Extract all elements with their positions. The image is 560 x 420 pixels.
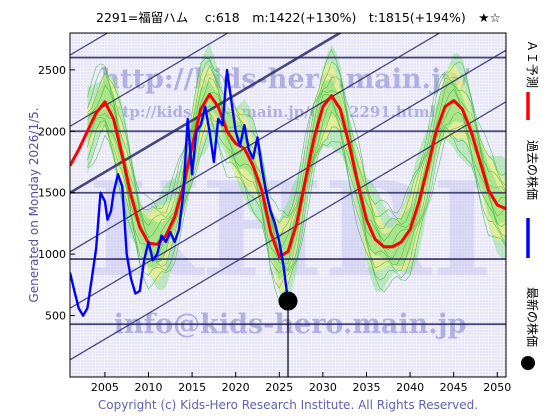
trend-line — [70, 33, 343, 194]
x-tick-label: 2030 — [309, 381, 337, 394]
legend-latest-label: 最新の株価 — [525, 287, 540, 347]
ai-forecast-line — [70, 92, 506, 259]
forecast-strand — [87, 64, 506, 240]
watermark-url-sub: http://kids-hero.main.jp/code2291.html — [105, 103, 436, 121]
x-axis: 2005 2010 2015 2020 2025 2030 2035 2040 2045 2050 — [91, 372, 511, 394]
x-tick-label: 2015 — [178, 381, 206, 394]
data-series — [70, 68, 506, 317]
forecast-strand — [87, 59, 506, 224]
y-tick-label: 2000 — [38, 125, 66, 138]
legend-ai-label: ＡＩ予測 — [525, 40, 539, 88]
generated-date-label: Generated on Monday 2026/1/5. — [27, 107, 41, 302]
watermark-url-main: http://kids-hero.main.jp/ — [100, 64, 469, 95]
trend-line — [70, 33, 441, 253]
x-tick-label: 2050 — [483, 381, 511, 394]
plot-frame — [69, 32, 507, 378]
x-tick-label: 2035 — [352, 381, 380, 394]
y-tick-label: 500 — [45, 310, 66, 323]
chart-title: 2291=福留ハム c:618 m:1422(+130%) t:1815(+19… — [96, 10, 501, 25]
latest-price-group — [278, 291, 298, 377]
forecast-bands — [87, 44, 506, 303]
forecast-strand — [87, 48, 506, 217]
x-tick-label: 2010 — [134, 381, 162, 394]
legend-latest-swatch — [521, 356, 535, 370]
copyright-footer: Copyright (c) Kids-Hero Research Institu… — [98, 398, 478, 412]
latest-price-marker — [278, 291, 298, 311]
trend-line — [70, 33, 230, 127]
horizontal-levels — [70, 56, 506, 326]
x-tick-label: 2040 — [396, 381, 424, 394]
legend-past-label: 過去の株価 — [525, 140, 540, 200]
forecast-strand — [87, 127, 506, 303]
forecast-strand — [87, 111, 506, 274]
y-tick-label: 1000 — [38, 248, 66, 261]
x-tick-label: 2005 — [91, 381, 119, 394]
y-tick-label: 2500 — [38, 64, 66, 77]
x-tick-label: 2025 — [265, 381, 293, 394]
y-axis: 500 1000 1500 2000 2500 — [38, 64, 75, 323]
x-tick-label: 2020 — [222, 381, 250, 394]
forecast-strand — [87, 77, 506, 252]
y-tick-label: 1500 — [38, 187, 66, 200]
x-tick-label: 2045 — [440, 381, 468, 394]
legend: ＡＩ予測 過去の株価 最新の株価 — [521, 40, 540, 370]
past-price-line — [70, 68, 290, 317]
